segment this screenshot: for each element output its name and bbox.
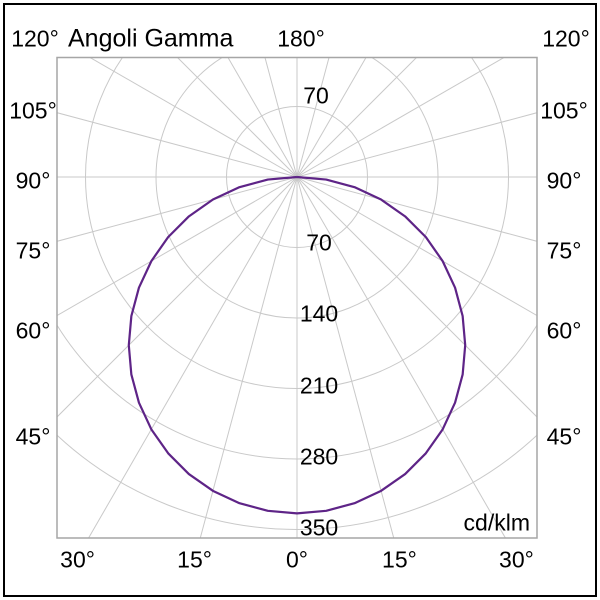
plot-frame bbox=[56, 56, 538, 539]
intensity-grid-circle bbox=[226, 106, 368, 248]
gamma-grid-line bbox=[57, 176, 298, 317]
gamma-grid-line bbox=[89, 57, 298, 178]
intensity-curve bbox=[127, 175, 467, 515]
gamma-grid-line bbox=[264, 57, 298, 178]
gamma-grid-line bbox=[296, 57, 505, 178]
gamma-grid-line bbox=[296, 57, 418, 178]
gamma-grid-line bbox=[199, 176, 298, 538]
outer-border bbox=[3, 3, 597, 597]
intensity-grid-circle bbox=[85, 57, 509, 389]
gamma-grid-line bbox=[176, 57, 298, 178]
intensity-grid-circle bbox=[57, 434, 537, 530]
gamma-grid-line bbox=[227, 57, 298, 178]
gamma-grid-line bbox=[57, 112, 298, 178]
gamma-grid-line bbox=[296, 176, 537, 418]
gamma-grid-line bbox=[296, 176, 395, 538]
gamma-grid-line bbox=[57, 176, 298, 418]
gamma-grid-line bbox=[296, 176, 537, 242]
gamma-grid-line bbox=[296, 112, 537, 178]
gamma-grid-line bbox=[296, 176, 507, 538]
gamma-grid-line bbox=[57, 176, 298, 242]
intensity-grid-circle bbox=[57, 323, 537, 460]
gamma-grid-line bbox=[296, 176, 537, 317]
gamma-grid-line bbox=[87, 176, 298, 538]
gamma-grid-line bbox=[296, 57, 367, 178]
gamma-grid-line bbox=[296, 57, 330, 178]
intensity-grid-circle bbox=[155, 57, 439, 319]
